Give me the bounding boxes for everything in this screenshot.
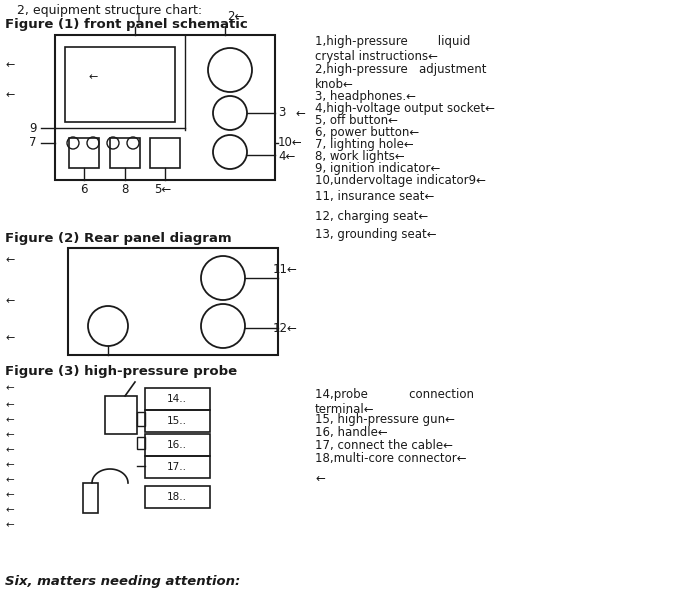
- Text: 7, lighting hole←: 7, lighting hole←: [315, 138, 414, 151]
- Text: 2←: 2←: [227, 10, 245, 23]
- Text: 9: 9: [30, 121, 37, 134]
- Text: ←: ←: [5, 383, 14, 393]
- Text: 7: 7: [30, 137, 37, 150]
- Text: ←: ←: [5, 90, 14, 100]
- Text: 11, insurance seat←: 11, insurance seat←: [315, 190, 434, 203]
- Text: 2,high-pressure   adjustment
knob←: 2,high-pressure adjustment knob←: [315, 63, 486, 91]
- Text: 2, equipment structure chart:: 2, equipment structure chart:: [17, 4, 203, 17]
- Bar: [65, 47, 175, 122]
- Text: 18,multi-core connector←: 18,multi-core connector←: [315, 452, 466, 465]
- Text: ←: ←: [5, 460, 14, 470]
- Text: ←: ←: [5, 400, 14, 410]
- Text: ←: ←: [5, 60, 14, 70]
- Text: 8, work lights←: 8, work lights←: [315, 150, 404, 163]
- Text: ←: ←: [5, 255, 14, 265]
- Bar: [145, 486, 210, 508]
- Text: ←: ←: [5, 333, 14, 343]
- Bar: [110, 138, 140, 168]
- Text: 5←: 5←: [154, 183, 172, 196]
- Text: 17..: 17..: [167, 462, 187, 472]
- Text: ←: ←: [5, 415, 14, 425]
- Text: ←: ←: [5, 490, 14, 500]
- Text: 5, off button←: 5, off button←: [315, 114, 398, 127]
- Text: 3: 3: [278, 107, 285, 120]
- Text: 15, high-pressure gun←: 15, high-pressure gun←: [315, 413, 455, 426]
- Bar: [145, 456, 210, 478]
- Text: 3, headphones.←: 3, headphones.←: [315, 90, 416, 103]
- Bar: [137, 412, 145, 426]
- Text: 14,probe           connection
terminal←: 14,probe connection terminal←: [315, 388, 474, 416]
- Text: ←: ←: [295, 107, 305, 120]
- Bar: [145, 410, 210, 432]
- Text: ←: ←: [315, 472, 325, 485]
- Text: 10←: 10←: [278, 137, 302, 150]
- Bar: [83, 483, 98, 513]
- Text: 6: 6: [80, 183, 88, 196]
- Text: 15..: 15..: [167, 416, 187, 426]
- Text: 1,high-pressure        liquid
crystal instructions←: 1,high-pressure liquid crystal instructi…: [315, 35, 471, 63]
- Bar: [68, 248, 278, 355]
- Text: ←: ←: [5, 520, 14, 530]
- Text: ←: ←: [5, 430, 14, 440]
- Text: 1: 1: [134, 12, 142, 25]
- Text: Figure (3) high-pressure probe: Figure (3) high-pressure probe: [5, 365, 237, 378]
- Text: 17, connect the cable←: 17, connect the cable←: [315, 439, 453, 452]
- Text: 12←: 12←: [273, 321, 298, 334]
- Bar: [69, 138, 99, 168]
- Text: ←: ←: [5, 475, 14, 485]
- Text: 11←: 11←: [273, 263, 298, 276]
- Text: 10,undervoltage indicator9←: 10,undervoltage indicator9←: [315, 174, 486, 187]
- Text: 6, power button←: 6, power button←: [315, 126, 419, 139]
- Bar: [137, 437, 145, 449]
- Text: ←: ←: [5, 296, 14, 306]
- Text: ←: ←: [5, 445, 14, 455]
- Text: Six, matters needing attention:: Six, matters needing attention:: [5, 575, 240, 588]
- Text: 16..: 16..: [167, 440, 187, 450]
- Text: 18..: 18..: [167, 492, 187, 502]
- Bar: [150, 138, 180, 168]
- Bar: [55, 35, 275, 180]
- Text: 8: 8: [121, 183, 129, 196]
- Text: 16, handle←: 16, handle←: [315, 426, 388, 439]
- Text: Figure (1) front panel schematic: Figure (1) front panel schematic: [5, 18, 248, 31]
- Text: 12, charging seat←: 12, charging seat←: [315, 210, 429, 223]
- Bar: [145, 388, 210, 410]
- Text: ←: ←: [88, 72, 98, 82]
- Text: ←: ←: [5, 505, 14, 515]
- Text: 13, grounding seat←: 13, grounding seat←: [315, 228, 437, 241]
- Bar: [145, 434, 210, 456]
- Text: 14..: 14..: [167, 394, 187, 404]
- Text: 4←: 4←: [278, 150, 296, 163]
- Bar: [105, 396, 137, 434]
- Text: Figure (2) Rear panel diagram: Figure (2) Rear panel diagram: [5, 232, 232, 245]
- Text: 4,high-voltage output socket←: 4,high-voltage output socket←: [315, 102, 495, 115]
- Text: 9, ignition indicator←: 9, ignition indicator←: [315, 162, 440, 175]
